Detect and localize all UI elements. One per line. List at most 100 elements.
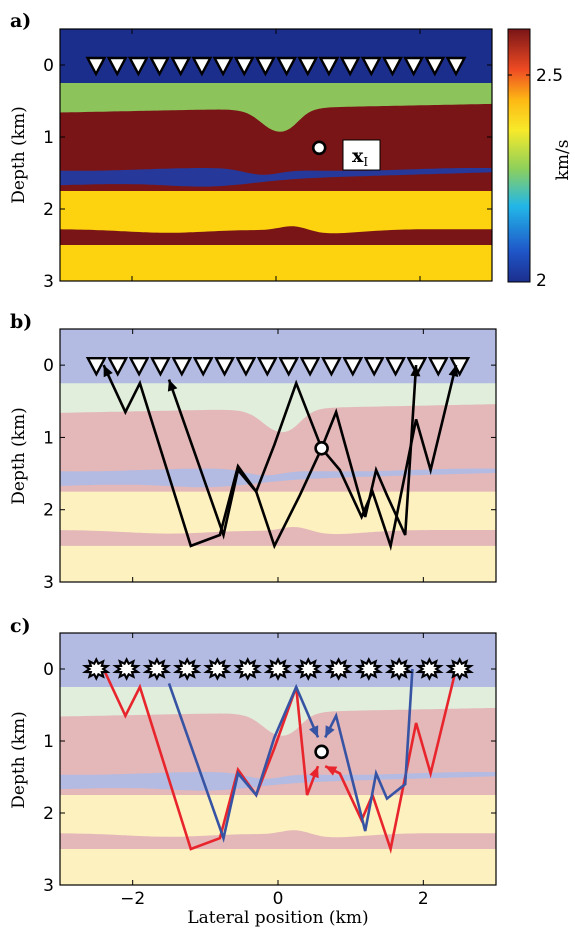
ray-path [102,364,323,548]
receiver-icon [85,56,107,77]
receiver-icon [128,356,150,377]
source-starburst-icon [384,657,414,681]
depth-tick-label: 2 [43,501,54,521]
layer-yellow-2 [60,545,496,582]
source-starburst-icon [415,657,444,681]
ray-path [167,379,323,550]
receiver-icon [339,56,361,77]
depth-axis-label-a: Depth (km) [9,106,29,203]
ray-arrowhead [103,365,113,378]
colorbar: 2.5 2 km/s [507,28,573,291]
image-point-marker [314,440,329,456]
receiver-icon [297,56,319,77]
receiver-icon [235,356,257,377]
receiver-icon [214,356,236,377]
panel-a-label: a) [10,10,31,32]
receiver-icon [381,56,403,77]
panel-b-label: b) [10,311,32,333]
receiver-icon [191,56,213,77]
source-starburst-icon [142,657,172,681]
ray-arrowhead [309,766,319,779]
receiver-icon [403,56,425,77]
source-starburst-icon [233,657,262,681]
ray-arrowhead [167,379,178,392]
lateral-tick-label: 2 [418,889,429,909]
depth-tick-label: 2 [43,200,54,220]
depth-tick-label: 3 [43,272,54,292]
receiver-icon [363,356,385,377]
depth-tick-label: 2 [43,804,54,824]
source-starburst-icon [263,657,293,681]
source-starburst-icon [354,657,384,681]
colorbar-tick-low: 2 [536,271,547,291]
receiver-icon [107,356,129,377]
depth-tick-label: 0 [43,660,54,680]
point-label-sub: I [363,155,368,169]
receiver-icon [149,56,171,77]
depth-tick-label: 3 [43,876,54,896]
panel-b-ray-paths [59,328,497,583]
receiver-icon [427,356,449,377]
point-label-main: x [352,145,364,167]
source-starburst-icon [445,657,474,681]
colorbar-tick-high: 2.5 [536,66,563,86]
receiver-icon [318,56,340,77]
ray-arrowhead [325,766,338,776]
panel-c-label: c) [10,615,31,637]
receiver-icon [276,56,298,77]
depth-axis-label-b: Depth (km) [9,407,29,504]
lateral-tick-label: −2 [120,889,145,909]
ray-path [324,668,458,855]
source-starburst-icon [324,657,353,681]
receiver-icon [320,356,342,377]
ray-arrowhead [448,365,459,377]
depth-tick-label: 1 [43,732,54,752]
ray-path [320,365,418,536]
layer-yellow-2 [60,849,496,885]
receiver-icon [212,56,234,77]
receiver-icon [171,356,193,377]
receiver-icon [278,356,300,377]
depth-axis-label-c: Depth (km) [9,711,29,808]
image-point-marker [314,744,329,760]
receiver-icon [299,356,321,377]
depth-tick-label: 3 [43,573,54,593]
ray-path [167,682,320,843]
source-starburst-icon [172,657,202,681]
receiver-icon [254,56,276,77]
receiver-icon [149,356,171,377]
colorbar-unit-label: km/s [553,140,573,181]
lateral-axis-label: Lateral position (km) [187,908,368,928]
receiver-icon [445,56,467,77]
source-starburst-icon [82,657,111,681]
image-point-marker [311,140,327,156]
depth-tick-label: 0 [43,56,54,76]
point-label-box: xI [342,139,381,171]
receiver-icon [385,356,407,377]
receiver-icon [342,356,364,377]
panel-c-ray-paths [59,632,497,886]
svg-text:xI: xI [352,145,368,169]
lateral-tick-label: 0 [273,889,284,909]
ray-path [320,364,458,551]
receiver-icon [233,56,255,77]
ray-path [102,668,320,851]
ray-path [324,668,414,832]
receiver-icon [192,356,214,377]
source-starburst-icon [203,657,232,681]
panel-a-velocity-model [59,28,493,282]
receiver-icon [106,56,128,77]
ray-arrowhead [309,725,319,738]
receiver-icon [85,356,107,377]
receiver-icon [127,56,149,77]
layer-yellow-2 [60,245,492,281]
receiver-icon [424,56,446,77]
ray-arrowhead [410,365,421,377]
ray-arrowhead [325,725,335,738]
source-starburst-icon [112,657,141,681]
depth-tick-label: 1 [43,128,54,148]
source-starburst-icon [294,657,323,681]
depth-tick-label: 0 [43,356,54,376]
depth-tick-label: 1 [43,428,54,448]
